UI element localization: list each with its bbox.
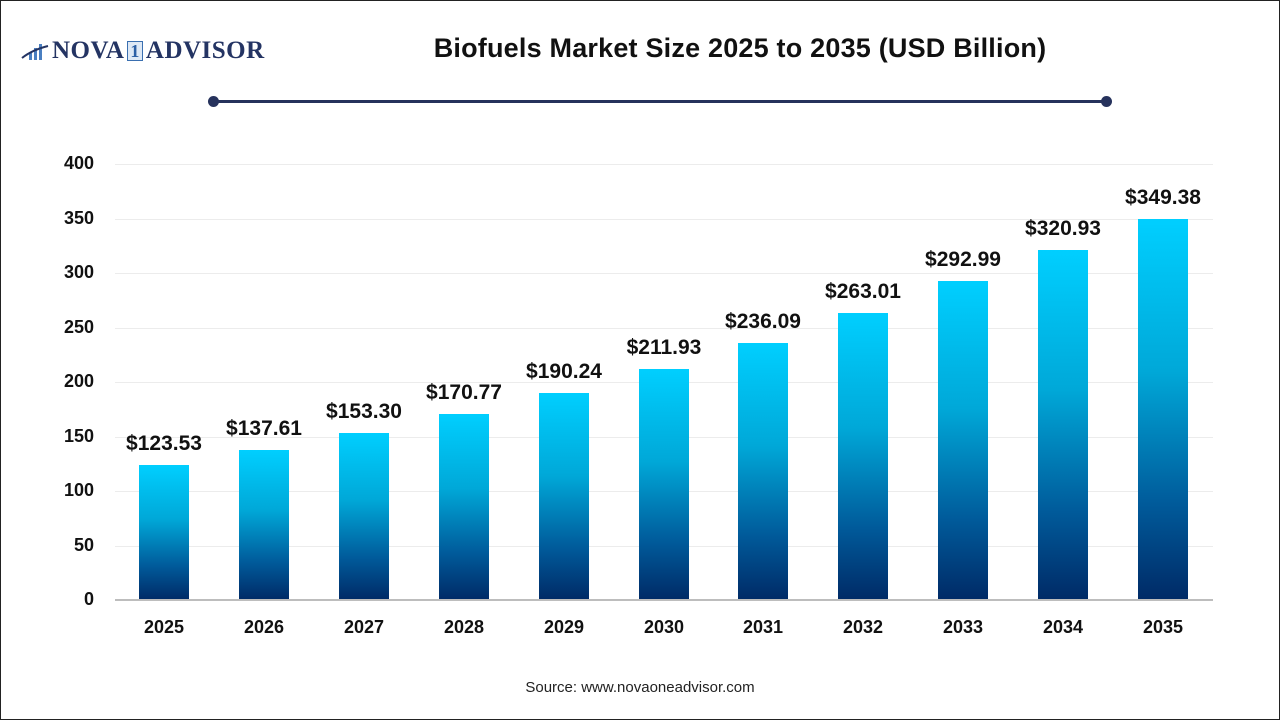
bar-2026	[239, 450, 289, 600]
x-tick-label: 2026	[243, 617, 285, 637]
title-underline	[213, 100, 1106, 103]
bar-2034	[1038, 250, 1088, 600]
gridline	[115, 219, 1213, 220]
bar-2027	[339, 433, 389, 600]
x-tick-label: 2032	[842, 617, 884, 637]
y-tick-label: 300	[63, 262, 94, 282]
x-tick-label: 2025	[143, 617, 185, 637]
y-tick-label: 0	[83, 589, 94, 609]
x-axis-line	[115, 599, 1213, 601]
y-tick-label: 250	[63, 317, 94, 337]
bar-2035	[1138, 219, 1188, 600]
x-tick-label: 2031	[742, 617, 784, 637]
gridline	[115, 328, 1213, 329]
x-tick-label: 2030	[643, 617, 685, 637]
y-tick-label: 200	[63, 371, 94, 391]
logo-text-one: 1	[127, 41, 143, 61]
bar-value-label: $137.61	[226, 417, 302, 440]
chart-title: Biofuels Market Size 2025 to 2035 (USD B…	[433, 33, 1047, 63]
bar-2030	[639, 369, 689, 600]
y-tick-label: 100	[63, 480, 94, 500]
source-note: Source: www.novaoneadvisor.com	[525, 679, 755, 696]
bar-2025	[139, 465, 189, 600]
bar-value-label: $211.93	[626, 336, 702, 359]
bar-value-label: $170.77	[426, 381, 502, 404]
bar-value-label: $292.99	[925, 248, 1001, 271]
bar-2028	[439, 414, 489, 600]
x-tick-label: 2027	[343, 617, 385, 637]
title-line-right-dot	[1101, 96, 1112, 107]
gridline	[115, 273, 1213, 274]
logo-text-nova: NOVA	[52, 37, 125, 64]
bar-value-label: $349.38	[1125, 186, 1201, 209]
x-tick-label: 2029	[543, 617, 585, 637]
bar-chart-logo-icon	[21, 44, 49, 60]
logo: NOVA 1 ADVISOR	[20, 36, 265, 66]
x-tick-label: 2034	[1042, 617, 1084, 637]
y-tick-label: 350	[63, 208, 94, 228]
y-tick-label: 50	[73, 535, 94, 555]
y-tick-label: 400	[63, 153, 94, 173]
logo-text-advisor: ADVISOR	[145, 37, 265, 64]
bar-value-label: $320.93	[1025, 217, 1101, 240]
gridline	[115, 164, 1213, 165]
bar-value-label: $153.30	[326, 400, 402, 423]
bar-value-label: $236.09	[725, 310, 801, 333]
bar-value-label: $190.24	[526, 360, 602, 383]
bar-2032	[838, 313, 888, 600]
x-tick-label: 2028	[443, 617, 485, 637]
x-tick-label: 2033	[942, 617, 984, 637]
bar-value-label: $263.01	[825, 280, 901, 303]
bar-value-label: $123.53	[126, 432, 202, 455]
bar-2033	[938, 281, 988, 600]
bar-2031	[738, 343, 788, 600]
title-line-left-dot	[208, 96, 219, 107]
bar-2029	[539, 393, 589, 600]
x-tick-label: 2035	[1142, 617, 1184, 637]
y-tick-label: 150	[63, 426, 94, 446]
